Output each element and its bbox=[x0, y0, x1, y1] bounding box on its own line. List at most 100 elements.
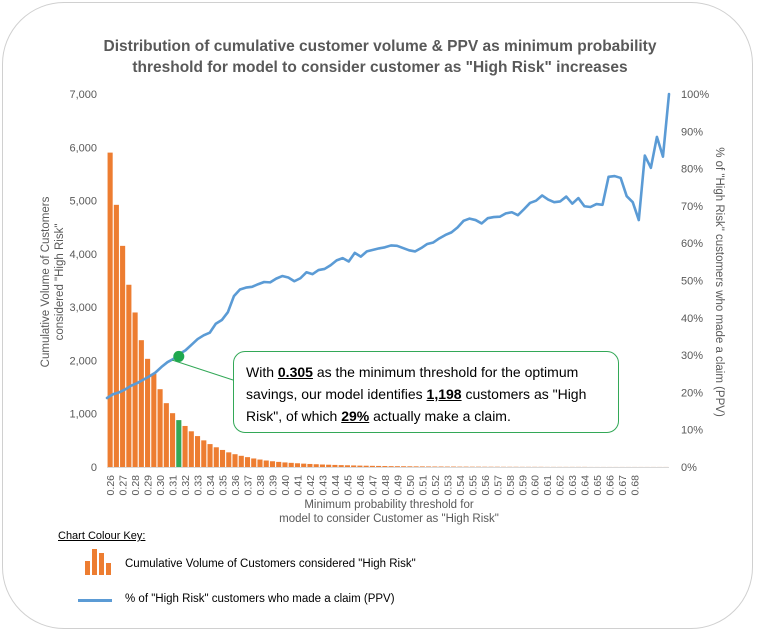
x-tick-label: 0.39 bbox=[268, 475, 280, 496]
bar bbox=[338, 465, 344, 467]
x-tick-label: 0.67 bbox=[617, 475, 629, 496]
bar bbox=[170, 413, 176, 467]
bar bbox=[232, 454, 238, 467]
bar bbox=[182, 425, 188, 467]
bar bbox=[301, 463, 307, 467]
bar bbox=[369, 465, 375, 467]
key-title: Chart Colour Key: bbox=[58, 530, 146, 542]
x-tick-label: 0.65 bbox=[592, 475, 604, 496]
x-tick-label: 0.50 bbox=[405, 475, 417, 496]
y-axis-left-title-line-1: Cumulative Volume of Customers bbox=[40, 196, 52, 367]
y-right-tick-label: 70% bbox=[681, 201, 703, 213]
x-tick-label: 0.49 bbox=[392, 475, 404, 496]
axes: 0 1,000 2,000 3,000 4,000 5,000 6,000 7,000 0% 10… bbox=[69, 89, 709, 495]
y-right-tick-label: 30% bbox=[681, 350, 703, 362]
x-tick-label: 0.54 bbox=[455, 475, 467, 496]
x-tick-label: 0.27 bbox=[118, 475, 130, 496]
bar bbox=[257, 459, 263, 467]
y-right-tick-label: 50% bbox=[681, 276, 703, 288]
x-tick-label: 0.37 bbox=[243, 475, 255, 496]
bar bbox=[238, 455, 244, 467]
x-tick-label: 0.66 bbox=[605, 475, 617, 496]
chart-title: Distribution of cumulative customer volu… bbox=[60, 36, 700, 78]
x-tick-label: 0.61 bbox=[542, 475, 554, 496]
x-tick-label: 0.30 bbox=[155, 475, 167, 496]
bar-key-label: Cumulative Volume of Customers considere… bbox=[125, 558, 416, 570]
x-tick-label: 0.45 bbox=[342, 475, 354, 496]
bar bbox=[194, 436, 201, 467]
callout-connector bbox=[171, 359, 234, 381]
bar bbox=[407, 466, 413, 467]
x-tick-label: 0.59 bbox=[517, 475, 529, 496]
highlight-bar bbox=[176, 420, 182, 467]
line-series bbox=[105, 92, 671, 400]
optimum-threshold-marker bbox=[173, 350, 185, 362]
x-tick-label: 0.29 bbox=[143, 475, 155, 496]
bar bbox=[151, 373, 157, 467]
y-right-tick-label: 80% bbox=[681, 164, 703, 176]
bar bbox=[313, 464, 319, 467]
x-tick-label: 0.58 bbox=[505, 475, 517, 496]
bar bbox=[351, 465, 357, 467]
callout-text-2: as the minimum threshold for the optimum… bbox=[246, 364, 579, 402]
bar bbox=[138, 340, 144, 467]
x-tick-label: 0.32 bbox=[180, 475, 192, 496]
bar bbox=[207, 444, 213, 467]
bar bbox=[426, 466, 432, 467]
bar-key-icon bbox=[85, 549, 111, 575]
y-right-tick-label: 20% bbox=[681, 387, 703, 399]
x-tick-label: 0.68 bbox=[630, 475, 642, 496]
bar bbox=[213, 447, 219, 467]
bar bbox=[319, 464, 325, 467]
callout-customer-count: 1,198 bbox=[426, 386, 462, 402]
bar bbox=[269, 461, 276, 467]
bar bbox=[382, 466, 388, 467]
x-tick-label: 0.51 bbox=[417, 475, 429, 496]
y-right-tick-label: 40% bbox=[681, 313, 703, 325]
annotation-callout: With 0.305 as the minimum threshold for … bbox=[233, 351, 619, 433]
bar bbox=[132, 312, 138, 467]
chart-title-line-1: Distribution of cumulative customer volu… bbox=[103, 38, 657, 55]
x-tick-label: 0.36 bbox=[230, 475, 242, 496]
x-tick-label: 0.47 bbox=[367, 475, 379, 496]
bar bbox=[201, 440, 207, 467]
callout-threshold-value: 0.305 bbox=[277, 364, 313, 380]
line-key-label: % of "High Risk" customers who made a cl… bbox=[125, 593, 395, 605]
x-tick-label: 0.48 bbox=[380, 475, 392, 496]
bar bbox=[251, 458, 257, 467]
bar bbox=[157, 389, 163, 467]
y-left-tick-label: 4,000 bbox=[69, 249, 97, 261]
y-axis-left-title-line-2: considered "High Risk" bbox=[54, 224, 66, 341]
bar bbox=[263, 460, 269, 467]
y-left-tick-label: 1,000 bbox=[69, 409, 97, 421]
bar bbox=[357, 465, 363, 467]
bar bbox=[394, 466, 400, 467]
x-tick-label: 0.44 bbox=[330, 475, 342, 496]
x-axis-title-line-1: Minimum probability threshold for bbox=[304, 499, 474, 511]
y-right-tick-label: 100% bbox=[681, 89, 709, 101]
chart-title-line-2: threshold for model to consider customer… bbox=[132, 59, 628, 76]
bar bbox=[244, 457, 251, 467]
bar bbox=[363, 465, 369, 467]
bar bbox=[145, 358, 151, 467]
x-tick-label: 0.41 bbox=[293, 475, 305, 496]
y-right-tick-label: 60% bbox=[681, 238, 703, 250]
x-axis-title-line-2: model to consider Customer as "High Risk… bbox=[279, 513, 499, 525]
x-tick-label: 0.42 bbox=[305, 475, 317, 496]
x-tick-label: 0.56 bbox=[480, 475, 492, 496]
x-tick-label: 0.52 bbox=[430, 475, 442, 496]
y-axis-right-title: % of "High Risk" customers who made a cl… bbox=[713, 147, 725, 417]
x-tick-label: 0.31 bbox=[168, 475, 180, 496]
x-tick-label: 0.62 bbox=[555, 475, 567, 496]
x-tick-label: 0.35 bbox=[218, 475, 230, 496]
x-tick-label: 0.60 bbox=[530, 475, 542, 496]
bar bbox=[344, 465, 350, 467]
x-tick-label: 0.63 bbox=[567, 475, 579, 496]
y-left-tick-label: 7,000 bbox=[69, 89, 97, 101]
y-right-tick-label: 10% bbox=[681, 425, 703, 437]
bar bbox=[288, 462, 294, 467]
callout-text-1: With bbox=[246, 364, 278, 380]
y-right-tick-label: 90% bbox=[681, 126, 703, 138]
y-left-tick-label: 0 bbox=[91, 462, 97, 474]
